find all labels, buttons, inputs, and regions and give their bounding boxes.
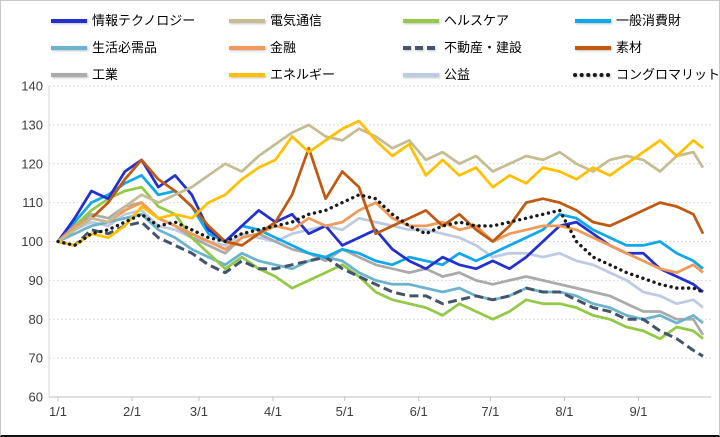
legend-item-一般消費財: 一般消費財: [573, 13, 719, 28]
legend-swatch-公益: [403, 72, 439, 77]
legend-label-一般消費財: 一般消費財: [616, 13, 682, 28]
legend-item-ヘルスケア: ヘルスケア: [401, 14, 573, 27]
legend-label-エネルギー: エネルギー: [270, 67, 336, 82]
legend-label-金融: 金融: [270, 40, 297, 55]
y-tick-label-70: 70: [29, 351, 43, 366]
legend-item-不動産・建設: 不動産・建設: [401, 41, 573, 54]
legend-label-ヘルスケア: ヘルスケア: [444, 13, 510, 28]
legend-item-公益: 公益: [401, 68, 573, 81]
y-tick-label-120: 120: [21, 156, 43, 171]
legend-label-不動産・建設: 不動産・建設: [444, 40, 523, 55]
y-tick-label-80: 80: [29, 312, 43, 327]
legend-label-情報テクノロジー: 情報テクノロジー: [92, 13, 196, 28]
legend-swatch-電気通信: [229, 18, 265, 23]
legend-label-電気通信: 電気通信: [270, 13, 323, 28]
legend-swatch-素材: [575, 45, 611, 50]
legend-swatch-コングロマリット: [573, 72, 613, 77]
x-tick-label-9/1: 9/1: [629, 404, 647, 419]
legend-item-素材: 素材: [573, 40, 719, 55]
legend-item-生活必需品: 生活必需品: [49, 41, 227, 54]
series-line-情報テクノロジー: [56, 158, 704, 294]
x-tick-label-2/1: 2/1: [123, 404, 141, 419]
x-tick-label-7/1: 7/1: [481, 404, 499, 419]
legend-item-工業: 工業: [49, 68, 227, 81]
series-line-電気通信: [57, 123, 705, 243]
legend-swatch-生活必需品: [51, 45, 87, 50]
series-line-不動産・建設: [57, 220, 704, 358]
legend-swatch-不動産・建設: [403, 45, 439, 50]
series-line-金融: [57, 201, 704, 274]
series-line-ヘルスケア: [57, 185, 704, 341]
legend-swatch-一般消費財: [575, 18, 611, 23]
y-tick-label-130: 130: [21, 117, 43, 132]
x-tick-label-4/1: 4/1: [264, 404, 282, 419]
chart-legend: 情報テクノロジー 電気通信 ヘルスケア 一般消費財生活必需品 金融 不動産・建設 素材工業 エ…: [49, 7, 719, 88]
series-line-コングロマリット: [56, 193, 705, 294]
legend-item-金融: 金融: [227, 41, 401, 54]
y-tick-label-140: 140: [21, 79, 43, 94]
legend-label-コングロマリット: コングロマリット: [616, 67, 720, 82]
legend-item-エネルギー: エネルギー: [227, 68, 401, 81]
series-line-素材: [57, 146, 705, 247]
y-tick-label-110: 110: [22, 195, 43, 210]
legend-swatch-エネルギー: [229, 72, 265, 77]
legend-label-工業: 工業: [92, 67, 119, 82]
x-tick-label-6/1: 6/1: [410, 404, 428, 419]
x-tick-label-5/1: 5/1: [336, 404, 354, 419]
legend-swatch-工業: [51, 72, 87, 77]
series-line-公益: [57, 209, 704, 309]
x-tick-label-1/1: 1/1: [49, 404, 67, 419]
series-line-生活必需品: [57, 212, 704, 325]
y-tick-label-100: 100: [21, 234, 43, 249]
legend-item-コングロマリット: コングロマリット: [573, 67, 720, 82]
legend-label-素材: 素材: [616, 40, 643, 55]
x-tick-label-8/1: 8/1: [555, 404, 573, 419]
series-line-エネルギー: [57, 119, 704, 247]
legend-item-情報テクノロジー: 情報テクノロジー: [49, 14, 227, 27]
series-line-一般消費財: [56, 174, 704, 270]
x-tick-label-3/1: 3/1: [190, 404, 208, 419]
legend-item-電気通信: 電気通信: [227, 14, 401, 27]
legend-swatch-情報テクノロジー: [51, 18, 87, 23]
legend-swatch-ヘルスケア: [403, 18, 439, 23]
y-tick-label-60: 60: [29, 390, 43, 405]
legend-swatch-金融: [229, 45, 265, 50]
legend-label-生活必需品: 生活必需品: [92, 40, 158, 55]
legend-label-公益: 公益: [444, 67, 471, 82]
y-tick-label-90: 90: [29, 273, 43, 288]
